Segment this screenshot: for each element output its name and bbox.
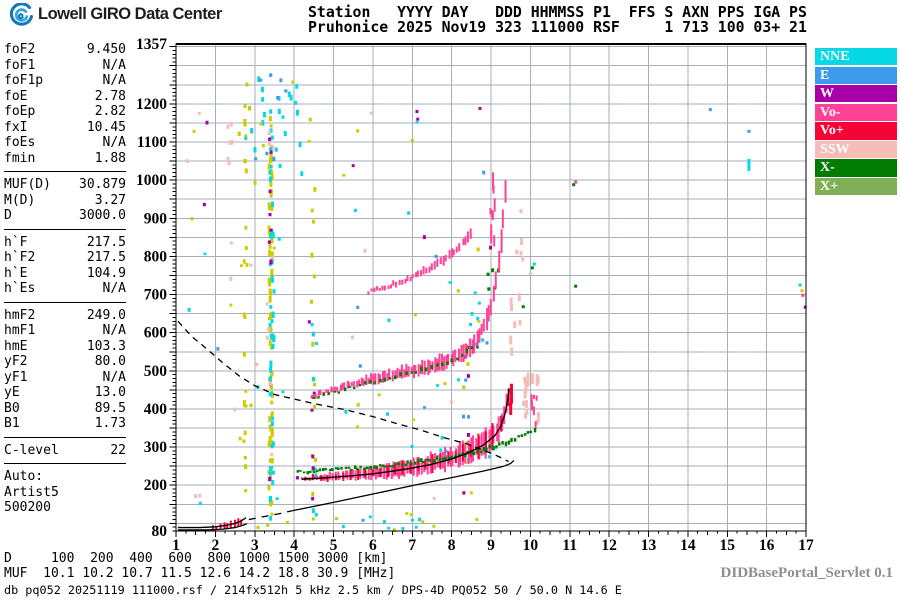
svg-text:300: 300 bbox=[144, 439, 168, 456]
param-row-hf: h`F 217.5 bbox=[4, 234, 126, 250]
param-row-d: D 3000.0 bbox=[4, 208, 126, 223]
svg-text:1200: 1200 bbox=[136, 96, 167, 113]
param-row-hme: hmE 103.3 bbox=[4, 338, 126, 354]
svg-text:600: 600 bbox=[144, 325, 168, 342]
svg-text:80: 80 bbox=[152, 523, 168, 540]
direction-legend: NNE E W Vo- Vo+ SSW X- X+ bbox=[815, 48, 897, 197]
divider bbox=[4, 436, 126, 438]
param-row-hmf2: hmF2 249.0 bbox=[4, 307, 126, 323]
svg-text:16: 16 bbox=[759, 537, 775, 554]
divider bbox=[4, 171, 126, 172]
legend-item-w: W bbox=[815, 85, 897, 103]
svg-text:8: 8 bbox=[448, 537, 456, 554]
legend-item-vo-plus: Vo+ bbox=[815, 122, 897, 140]
param-row-fof2: foF2 9.450 bbox=[4, 42, 126, 57]
brand-title: Lowell GIRO Data Center bbox=[38, 5, 222, 23]
legend-item-ssw: SSW bbox=[815, 140, 897, 159]
svg-text:10: 10 bbox=[523, 537, 539, 554]
svg-text:5: 5 bbox=[330, 537, 338, 554]
param-row-he: h`E 104.9 bbox=[4, 265, 126, 281]
param-row-foes: foEs N/A bbox=[4, 135, 126, 150]
autoscaling-program: Artist5 bbox=[4, 484, 59, 500]
svg-text:800: 800 bbox=[144, 248, 168, 265]
brand: Lowell GIRO Data Center bbox=[6, 3, 222, 26]
svg-text:3: 3 bbox=[251, 537, 259, 554]
svg-text:1357: 1357 bbox=[136, 36, 167, 53]
svg-text:900: 900 bbox=[144, 210, 168, 227]
param-row-ye: yE 13.0 bbox=[4, 385, 126, 400]
svg-text:7: 7 bbox=[408, 537, 416, 554]
station-header-row: Station YYYY DAY DDD HHMMSS P1 FFS S AXN… bbox=[308, 4, 807, 21]
station-header-block: Station YYYY DAY DDD HHMMSS P1 FFS S AXN… bbox=[308, 4, 807, 36]
svg-text:4: 4 bbox=[290, 537, 298, 554]
param-row-fmin: fmin 1.88 bbox=[4, 150, 126, 166]
param-row-hmf1: hmF1 N/A bbox=[4, 323, 126, 338]
svg-text:1: 1 bbox=[172, 537, 180, 554]
servlet-version: DIDBasePortal_Servlet 0.1 bbox=[720, 565, 893, 581]
svg-text:1100: 1100 bbox=[137, 134, 167, 151]
autoscaling-label: Auto: bbox=[4, 469, 44, 484]
legend-item-x-minus: X- bbox=[815, 159, 897, 177]
divider bbox=[4, 301, 126, 303]
param-row-yf2: yF2 80.0 bbox=[4, 354, 126, 369]
legend-item-x-plus: X+ bbox=[815, 178, 897, 196]
svg-text:6: 6 bbox=[369, 537, 377, 554]
svg-text:12: 12 bbox=[601, 537, 617, 554]
param-row-hes: h`Es N/A bbox=[4, 281, 126, 296]
param-row-yf1: yF1 N/A bbox=[4, 369, 126, 385]
legend-item-vo-minus: Vo- bbox=[815, 103, 897, 121]
svg-text:1000: 1000 bbox=[136, 172, 167, 189]
param-row-b1: B1 1.73 bbox=[4, 416, 126, 431]
muf-table-d-row: D 100 200 400 600 800 1000 1500 3000 [km… bbox=[4, 551, 388, 566]
param-row-hf2: h`F2 217.5 bbox=[4, 250, 126, 265]
svg-text:13: 13 bbox=[641, 537, 657, 554]
legend-item-nne: NNE bbox=[815, 48, 897, 66]
station-values-row: Pruhonice 2025 Nov19 323 111000 RSF 1 71… bbox=[308, 18, 807, 36]
legend-item-e: E bbox=[815, 66, 897, 84]
divider bbox=[4, 463, 126, 464]
svg-text:17: 17 bbox=[798, 537, 814, 554]
svg-text:2: 2 bbox=[212, 537, 220, 554]
parameter-panel: foF2 9.450 foF1 N/A foF1p N/A foE 2.78 foEp 2… bbox=[4, 42, 126, 516]
param-row-fxi: fxI 10.45 bbox=[4, 119, 126, 135]
svg-text:14: 14 bbox=[680, 537, 696, 554]
lowell-giro-logo-icon bbox=[9, 3, 33, 26]
param-row-fof1p: foF1p N/A bbox=[4, 73, 126, 88]
svg-text:200: 200 bbox=[144, 477, 168, 494]
param-row-b0: B0 89.5 bbox=[4, 400, 126, 416]
svg-text:9: 9 bbox=[487, 537, 495, 554]
param-row-mufd: MUF(D) 30.879 bbox=[4, 177, 126, 192]
svg-text:11: 11 bbox=[562, 537, 577, 554]
param-row-fof1: foF1 N/A bbox=[4, 57, 126, 73]
svg-text:400: 400 bbox=[144, 401, 168, 418]
svg-text:15: 15 bbox=[720, 537, 736, 554]
muf-table-muf-row: MUF 10.1 10.2 10.7 11.5 12.6 14.2 18.8 3… bbox=[4, 565, 396, 581]
param-row-foe: foE 2.78 bbox=[4, 88, 126, 104]
param-row-md: M(D) 3.27 bbox=[4, 192, 126, 208]
ionogram-db-info: db pq052 20251119 111000.rsf / 214fx512h… bbox=[4, 583, 622, 597]
muf-table: D 100 200 400 600 800 1000 1500 3000 [km… bbox=[4, 551, 396, 581]
divider bbox=[4, 228, 126, 230]
svg-text:700: 700 bbox=[144, 287, 168, 304]
param-row-clevel: C-level 22 bbox=[4, 442, 126, 458]
svg-text:500: 500 bbox=[144, 363, 168, 380]
autoscaling-version: 500200 bbox=[4, 500, 51, 515]
param-row-foep: foEp 2.82 bbox=[4, 104, 126, 119]
